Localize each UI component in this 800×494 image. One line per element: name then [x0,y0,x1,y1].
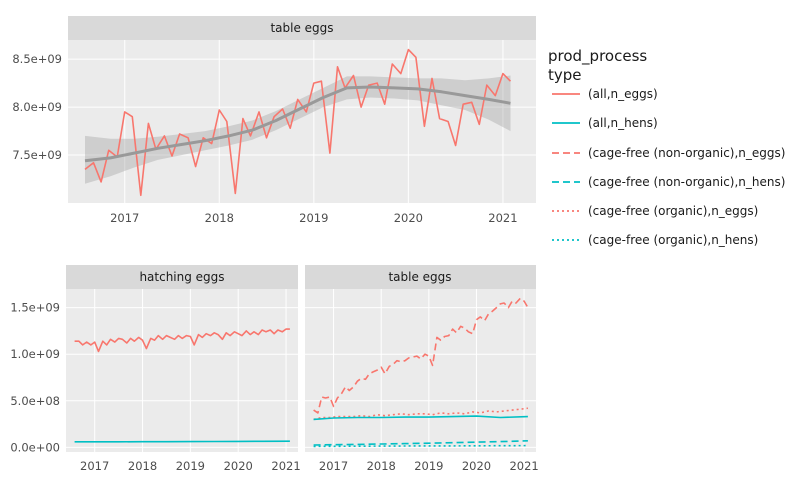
y-tick-label: 8.0e+09 [12,100,62,114]
strip-background [305,265,536,289]
smooth-confidence-ribbon [85,75,511,184]
legend-title: prod_process [548,47,647,66]
x-tick-label: 2019 [299,211,328,225]
strip-label: table eggs [388,270,451,284]
x-axis-ticks: 2017 2018 2019 2020 2021 [110,211,517,225]
smooth-trend-line [84,85,511,163]
strip-background [68,16,536,40]
x-axis-ticks: 2017 2018 2019 2020 2021 [319,459,539,473]
legend: prod_process type (all,n_eggs) (all,n_he… [548,47,785,247]
x-tick-label: 2021 [488,211,517,225]
panel-top-table-eggs: table eggs 7.5e+09 8.0e+09 8.5e+09 2017 … [12,16,536,225]
y-tick-label: 8.5e+09 [12,52,62,66]
y-tick-label: 0.0e+00 [10,440,60,454]
legend-items: (all,n_eggs) (all,n_hens) (cage-free (no… [552,87,785,247]
x-tick-label: 2021 [271,459,300,473]
strip-label: hatching eggs [139,270,224,284]
x-axis-ticks: 2017 2018 2019 2020 2021 [80,459,301,473]
x-tick-label: 2020 [462,459,491,473]
legend-label: (cage-free (organic),n_hens) [588,233,758,247]
x-tick-label: 2018 [128,459,157,473]
series-line [313,440,528,446]
panel-bottom-left-hatching-eggs: hatching eggs 0.0e+00 5.0e+08 1.0e+09 1.… [10,265,301,473]
legend-label: (all,n_hens) [588,116,658,130]
series-lines [74,328,290,443]
x-tick-label: 2020 [394,211,423,225]
series-line [313,297,529,414]
legend-subtitle: type [548,66,582,84]
y-tick-label: 1.0e+09 [10,347,60,361]
x-tick-label: 2017 [80,459,109,473]
y-axis-ticks: 0.0e+00 5.0e+08 1.0e+09 1.5e+09 [10,301,60,455]
series-line [74,328,290,353]
plot-background [305,289,536,452]
x-tick-label: 2017 [319,459,348,473]
x-tick-label: 2018 [367,459,396,473]
x-tick-label: 2019 [176,459,205,473]
x-tick-label: 2020 [224,459,253,473]
series-line [313,444,528,448]
confidence-band [85,75,511,184]
strip-label: table eggs [270,21,333,35]
legend-label: (all,n_eggs) [588,87,658,101]
series-lines [84,48,512,197]
x-tick-label: 2021 [509,459,538,473]
series-line [313,407,529,421]
plot-background [68,40,536,203]
strip-background [66,265,298,289]
panel-bottom-right-table-eggs: table eggs 2017 2018 2019 2020 2021 [305,265,539,473]
gridlines [305,289,536,452]
legend-label: (cage-free (organic),n_eggs) [588,204,758,218]
series-line [313,415,528,421]
y-tick-label: 7.5e+09 [12,148,62,162]
series-line [74,440,290,443]
x-tick-label: 2018 [205,211,234,225]
plot-background [66,289,298,452]
gridlines [66,289,298,452]
legend-label: (cage-free (non-organic),n_hens) [588,175,785,189]
series-lines [313,297,529,448]
legend-label: (cage-free (non-organic),n_eggs) [588,146,785,160]
y-tick-label: 1.5e+09 [10,301,60,315]
x-tick-label: 2019 [414,459,443,473]
y-axis-ticks: 7.5e+09 8.0e+09 8.5e+09 [12,52,62,162]
x-tick-label: 2017 [110,211,139,225]
y-tick-label: 5.0e+08 [10,394,60,408]
